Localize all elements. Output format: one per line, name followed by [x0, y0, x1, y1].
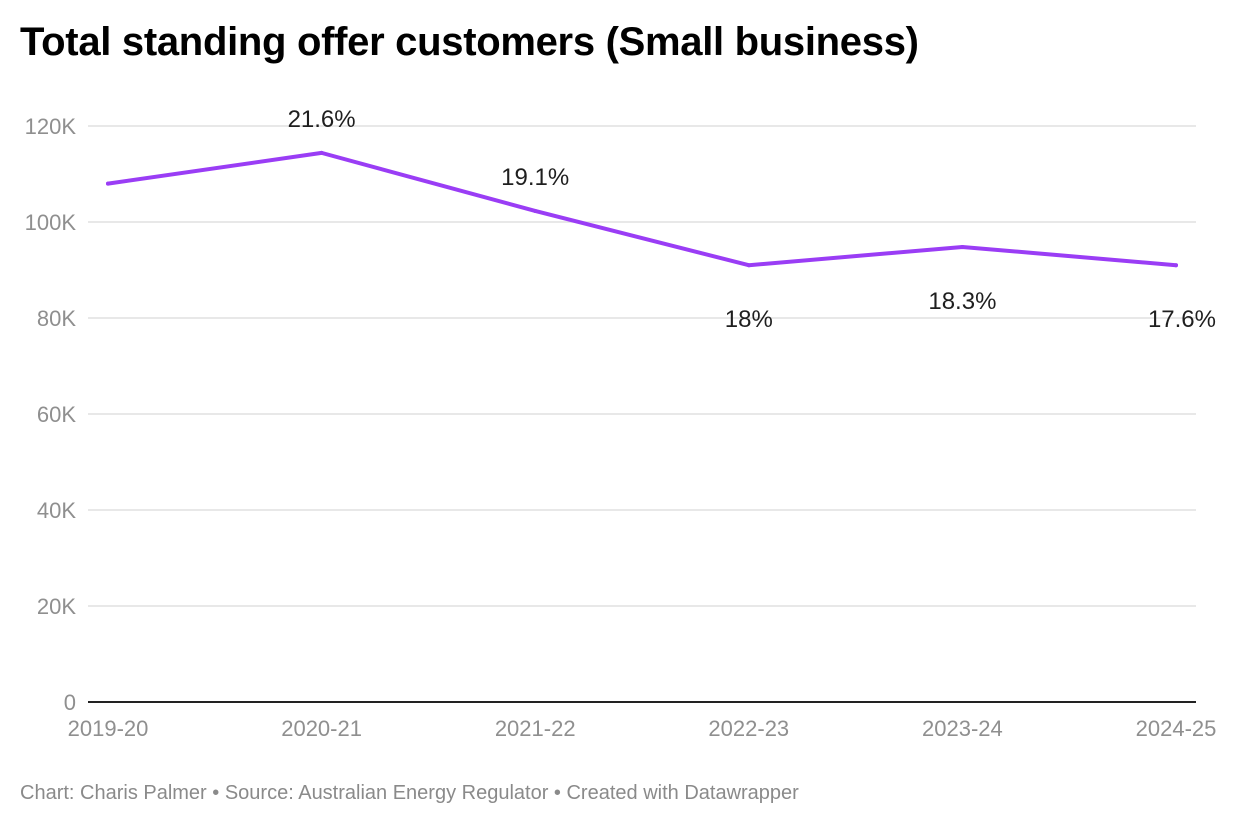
x-tick-label: 2023-24: [922, 716, 1003, 741]
x-tick-label: 2019-20: [68, 716, 149, 741]
y-tick-label: 80K: [37, 306, 76, 331]
data-label: 18.3%: [928, 288, 996, 315]
created-with-credit: Created with Datawrapper: [566, 782, 799, 804]
series-line-group: [106, 150, 1178, 268]
chart-credit: Chart: Charis Palmer: [20, 782, 207, 804]
data-label: 17.6%: [1148, 306, 1216, 333]
data-point: [319, 150, 324, 155]
y-tick-label: 40K: [37, 498, 76, 523]
data-point: [106, 181, 110, 186]
x-tick-label: 2021-22: [495, 716, 576, 741]
footer-separator: •: [206, 782, 225, 804]
x-tick-label: 2022-23: [708, 716, 789, 741]
data-point: [746, 263, 751, 268]
source-credit: Source: Australian Energy Regulator: [224, 782, 549, 804]
y-axis-ticks: 0 20K 40K 60K 80K 100K 120K: [25, 114, 77, 715]
data-labels: 21.6% 19.1% 18% 18.3% 17.6%: [288, 106, 1216, 333]
data-point: [533, 208, 538, 213]
chart-footer: Chart: Charis Palmer • Source: Australia…: [20, 782, 799, 805]
data-point: [960, 244, 965, 249]
series-line: [106, 150, 1178, 268]
x-tick-label: 2024-25: [1136, 716, 1217, 741]
y-tick-label: 0: [64, 690, 76, 715]
footer-separator: •: [548, 782, 567, 804]
data-label: 19.1%: [501, 164, 569, 191]
y-tick-label: 100K: [25, 210, 77, 235]
chart-title: Total standing offer customers (Small bu…: [20, 20, 919, 64]
data-label: 18%: [725, 306, 773, 333]
y-tick-label: 60K: [37, 402, 76, 427]
x-axis-ticks: 2019-20 2020-21 2021-22 2022-23 2023-24 2024-…: [68, 716, 1217, 741]
data-label: 21.6%: [288, 106, 356, 133]
data-point: [1174, 263, 1178, 268]
x-tick-label: 2020-21: [281, 716, 362, 741]
y-tick-label: 20K: [37, 594, 76, 619]
grid-lines: [88, 125, 1196, 703]
y-tick-label: 120K: [25, 114, 77, 139]
